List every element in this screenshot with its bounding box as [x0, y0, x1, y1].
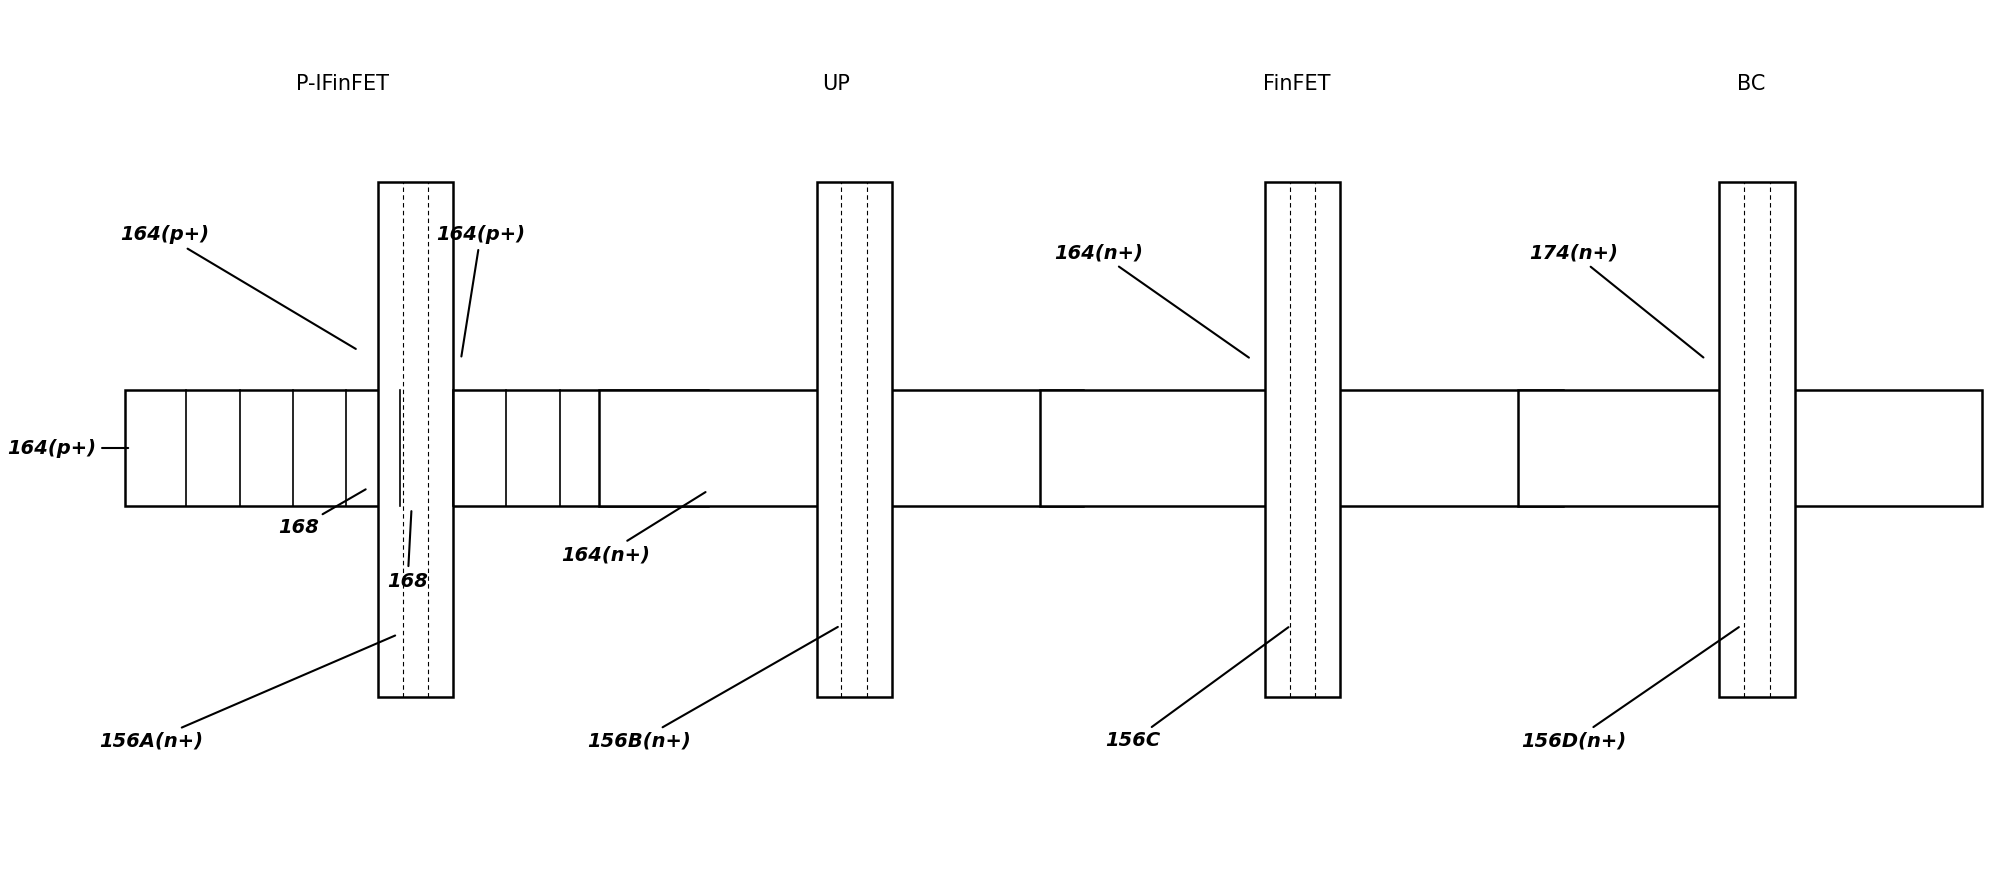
Text: 164(p+): 164(p+) — [121, 226, 355, 349]
Bar — [125, 391, 708, 505]
Text: 174(n+): 174(n+) — [1528, 243, 1704, 358]
Text: 156B(n+): 156B(n+) — [587, 627, 839, 751]
Text: FinFET: FinFET — [1262, 74, 1331, 94]
Text: 156A(n+): 156A(n+) — [99, 635, 395, 751]
Text: BC: BC — [1738, 74, 1766, 94]
Bar — [599, 391, 1083, 505]
Text: 168: 168 — [387, 511, 427, 590]
Text: 168: 168 — [278, 489, 365, 538]
Bar — [377, 182, 454, 696]
Bar — [1264, 182, 1341, 696]
Text: 164(n+): 164(n+) — [1054, 243, 1250, 358]
Bar — [1720, 182, 1794, 696]
Bar — [1518, 391, 1982, 505]
Text: 164(p+): 164(p+) — [8, 438, 129, 458]
Bar — [1040, 391, 1562, 505]
Text: P-IFinFET: P-IFinFET — [296, 74, 389, 94]
Bar — [816, 182, 891, 696]
Text: 164(n+): 164(n+) — [560, 492, 706, 564]
Text: UP: UP — [823, 74, 851, 94]
Text: 156D(n+): 156D(n+) — [1520, 627, 1740, 751]
Text: 164(p+): 164(p+) — [435, 226, 526, 357]
Text: 156C: 156C — [1105, 627, 1288, 751]
